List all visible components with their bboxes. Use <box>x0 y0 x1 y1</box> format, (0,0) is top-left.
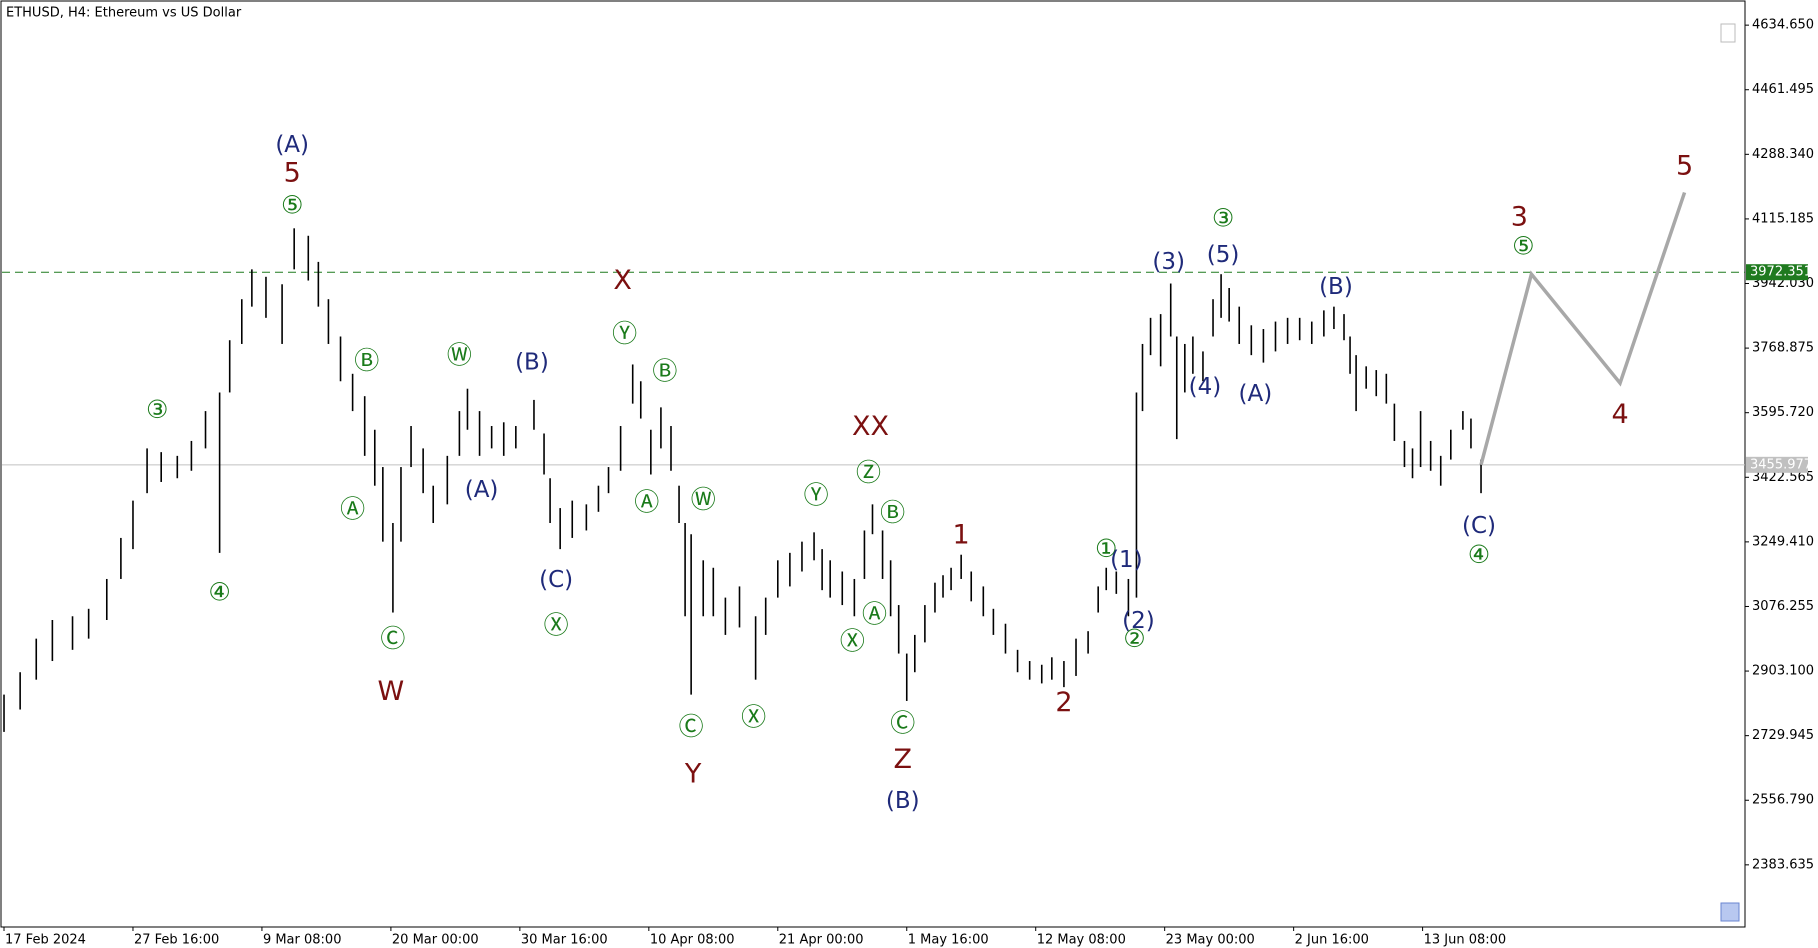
wave-label: ③ <box>146 395 168 424</box>
y-tick-label: 2383.635 <box>1752 857 1814 872</box>
wave-label: W <box>378 676 405 707</box>
wave-label: Z <box>893 744 912 775</box>
wave-label: (B) <box>1319 274 1353 300</box>
wave-label: 1 <box>953 520 970 551</box>
y-tick-label: 2903.100 <box>1752 664 1814 679</box>
wave-label: Ⓨ <box>804 481 829 510</box>
price-level-label: 3972.351 <box>1750 265 1812 280</box>
price-level-box <box>1746 264 1808 281</box>
wave-label: Ⓐ <box>862 600 887 629</box>
x-tick-label: 21 Apr 00:00 <box>779 933 864 948</box>
wave-label: Ⓧ <box>840 627 865 656</box>
x-tick-label: 17 Feb 2024 <box>5 933 86 948</box>
y-tick-label: 3076.255 <box>1752 599 1814 614</box>
wave-label: Ⓑ <box>354 346 379 375</box>
wave-label: Ⓑ <box>652 356 677 385</box>
wave-label: Y <box>684 758 702 789</box>
y-tick-label: 2556.790 <box>1752 793 1814 808</box>
wave-label: 5 <box>1676 150 1693 181</box>
wave-label: ⑤ <box>1512 231 1534 260</box>
x-tick-label: 13 Jun 08:00 <box>1424 933 1507 948</box>
x-tick-label: 27 Feb 16:00 <box>134 933 219 948</box>
y-tick-label: 3249.410 <box>1752 534 1814 549</box>
y-tick-label: 3768.875 <box>1752 341 1814 356</box>
wave-label: Ⓩ <box>856 458 881 487</box>
wave-label: ② <box>1123 624 1145 653</box>
y-tick-label: 4634.650 <box>1752 18 1814 33</box>
wave-label: 2 <box>1055 687 1072 718</box>
wave-label: (B) <box>886 788 920 814</box>
y-tick-label: 4115.185 <box>1752 211 1814 226</box>
wave-label: (B) <box>515 349 549 375</box>
x-tick-label: 12 May 08:00 <box>1037 933 1126 948</box>
plot-frame <box>0 0 1746 928</box>
wave-label: XX <box>852 411 889 442</box>
wave-label: Ⓒ <box>890 708 915 737</box>
wave-label: ⑤ <box>281 190 303 219</box>
x-tick-label: 10 Apr 08:00 <box>650 933 735 948</box>
wave-label: Ⓨ <box>612 319 637 348</box>
wave-label: ③ <box>1212 203 1234 232</box>
wave-label: (5) <box>1207 242 1240 268</box>
x-tick-label: 9 Mar 08:00 <box>263 933 342 948</box>
y-tick-label: 2729.945 <box>1752 728 1814 743</box>
wave-label: X <box>613 265 632 296</box>
wave-label: Ⓦ <box>691 485 716 514</box>
settings-icon[interactable] <box>1720 902 1740 922</box>
wave-label: (2) <box>1122 608 1155 634</box>
wave-label: (C) <box>539 567 573 593</box>
y-tick-label: 3422.565 <box>1752 470 1814 485</box>
projection-line <box>1479 191 1687 466</box>
wave-label: (3) <box>1152 249 1185 275</box>
x-tick-label: 1 May 16:00 <box>908 933 989 948</box>
y-tick-label: 4461.495 <box>1752 82 1814 97</box>
wave-label: Ⓐ <box>634 488 659 517</box>
x-tick-label: 23 May 00:00 <box>1166 933 1255 948</box>
price-level-box <box>1746 456 1808 473</box>
x-tick-label: 30 Mar 16:00 <box>521 933 608 948</box>
y-tick-label: 4288.340 <box>1752 147 1814 162</box>
wave-label: (A) <box>465 477 499 503</box>
wave-label: (A) <box>275 132 309 158</box>
wave-label: Ⓒ <box>380 624 405 653</box>
trade-icon[interactable] <box>1720 23 1736 43</box>
wave-label: ① <box>1095 534 1117 563</box>
chart-title: ETHUSD, H4: Ethereum vs US Dollar <box>6 6 242 21</box>
x-tick-label: 2 Jun 16:00 <box>1295 933 1369 948</box>
wave-label: Ⓧ <box>544 610 569 639</box>
wave-label: Ⓐ <box>340 494 365 523</box>
price-level-label: 3455.977 <box>1750 457 1812 472</box>
wave-label: (C) <box>1462 513 1496 539</box>
wave-label: 3 <box>1511 202 1528 233</box>
x-tick-label: 20 Mar 00:00 <box>392 933 479 948</box>
y-tick-label: 3595.720 <box>1752 405 1814 420</box>
wave-label: 4 <box>1611 399 1628 430</box>
wave-label: 5 <box>284 157 301 188</box>
wave-label: (4) <box>1189 374 1222 400</box>
wave-label: ④ <box>1468 540 1490 569</box>
wave-label: ④ <box>208 578 230 607</box>
wave-label: Ⓒ <box>679 712 704 741</box>
wave-label: Ⓦ <box>447 340 472 369</box>
wave-label: (1) <box>1110 547 1143 573</box>
wave-label: Ⓧ <box>741 702 766 731</box>
wave-label: Ⓑ <box>880 498 905 527</box>
wave-label: (A) <box>1239 381 1273 407</box>
